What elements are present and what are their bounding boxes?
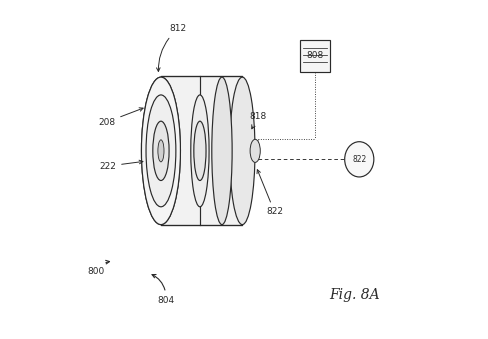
Text: 822: 822 [352, 155, 366, 164]
Ellipse shape [146, 95, 176, 207]
Ellipse shape [212, 77, 232, 224]
Text: Fig. 8A: Fig. 8A [329, 288, 380, 302]
Text: 208: 208 [98, 108, 143, 126]
FancyBboxPatch shape [300, 40, 330, 72]
Ellipse shape [158, 140, 164, 162]
Ellipse shape [158, 140, 164, 162]
Text: 222: 222 [99, 160, 143, 171]
Text: 818: 818 [249, 113, 266, 129]
Text: 800: 800 [87, 260, 109, 276]
Ellipse shape [229, 77, 255, 224]
Ellipse shape [146, 95, 176, 207]
Ellipse shape [250, 139, 260, 162]
Ellipse shape [153, 121, 169, 180]
Text: 812: 812 [157, 24, 186, 72]
Polygon shape [161, 76, 243, 225]
Ellipse shape [194, 121, 206, 180]
Ellipse shape [345, 142, 374, 177]
Ellipse shape [142, 77, 181, 224]
Ellipse shape [142, 77, 181, 224]
Ellipse shape [153, 121, 169, 180]
Text: 822: 822 [257, 170, 283, 216]
Text: 804: 804 [152, 275, 175, 304]
Text: 808: 808 [306, 52, 324, 60]
Ellipse shape [191, 95, 209, 207]
